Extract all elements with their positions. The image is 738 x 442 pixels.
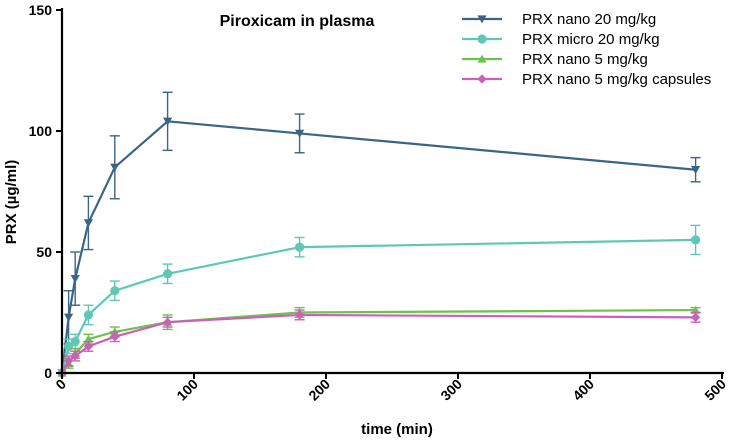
- legend-label: PRX nano 5 mg/kg capsules: [522, 71, 711, 88]
- legend-marker: [477, 15, 487, 24]
- data-point: [110, 286, 120, 296]
- data-point: [691, 305, 701, 314]
- legend-item: PRX nano 5 mg/kg: [462, 51, 648, 68]
- data-point: [83, 334, 93, 343]
- chart-title: Piroxicam in plasma: [220, 13, 375, 30]
- series-2: [57, 224, 701, 378]
- series-line: [60, 238, 696, 374]
- legend: PRX nano 20 mg/kg PRX micro 20 mg/kg PRX n…: [462, 11, 711, 88]
- x-tick-label: 400: [569, 376, 597, 404]
- data-point: [83, 219, 93, 228]
- data-point: [295, 129, 305, 138]
- data-point: [110, 332, 120, 342]
- legend-item: PRX nano 20 mg/kg: [462, 11, 656, 28]
- x-tick-label: 500: [701, 376, 729, 404]
- data-point: [691, 166, 701, 175]
- legend-item: PRX nano 5 mg/kg capsules: [462, 71, 711, 88]
- data-point: [83, 310, 93, 320]
- plot-layer: [57, 91, 701, 378]
- data-point: [70, 274, 80, 283]
- series-1: [57, 91, 701, 378]
- legend-label: PRX nano 5 mg/kg: [522, 51, 648, 68]
- data-point: [83, 341, 93, 351]
- y-tick-label: 50: [36, 244, 52, 260]
- legend-marker: [477, 74, 487, 84]
- y-tick-label: 0: [44, 365, 52, 381]
- series-line: [61, 308, 696, 374]
- y-axis-title: PRX (µg/ml): [3, 160, 20, 244]
- series-line: [60, 120, 696, 374]
- data-point: [70, 336, 80, 347]
- data-point: [163, 317, 173, 327]
- legend-item: PRX micro 20 mg/kg: [462, 31, 660, 48]
- x-axis-title: time (min): [361, 421, 433, 438]
- y-tick-label: 100: [29, 123, 53, 139]
- x-tick-label: 300: [437, 376, 465, 404]
- data-point: [163, 269, 173, 279]
- data-point: [110, 163, 120, 172]
- series-4: [57, 309, 701, 378]
- legend-label: PRX micro 20 mg/kg: [522, 31, 660, 48]
- data-point: [64, 313, 74, 322]
- data-point: [64, 356, 74, 366]
- data-point: [163, 117, 173, 126]
- x-tick-label: 100: [173, 376, 201, 404]
- y-tick-label: 150: [29, 2, 53, 18]
- data-point: [295, 310, 305, 320]
- legend-marker: [477, 34, 487, 44]
- legend-label: PRX nano 20 mg/kg: [522, 11, 656, 28]
- data-point: [70, 351, 80, 361]
- data-point: [295, 242, 305, 252]
- x-tick-label: 0: [52, 376, 69, 393]
- legend-marker: [477, 54, 487, 63]
- data-point: [691, 235, 701, 245]
- x-tick-label: 200: [305, 376, 333, 404]
- data-point: [691, 312, 701, 322]
